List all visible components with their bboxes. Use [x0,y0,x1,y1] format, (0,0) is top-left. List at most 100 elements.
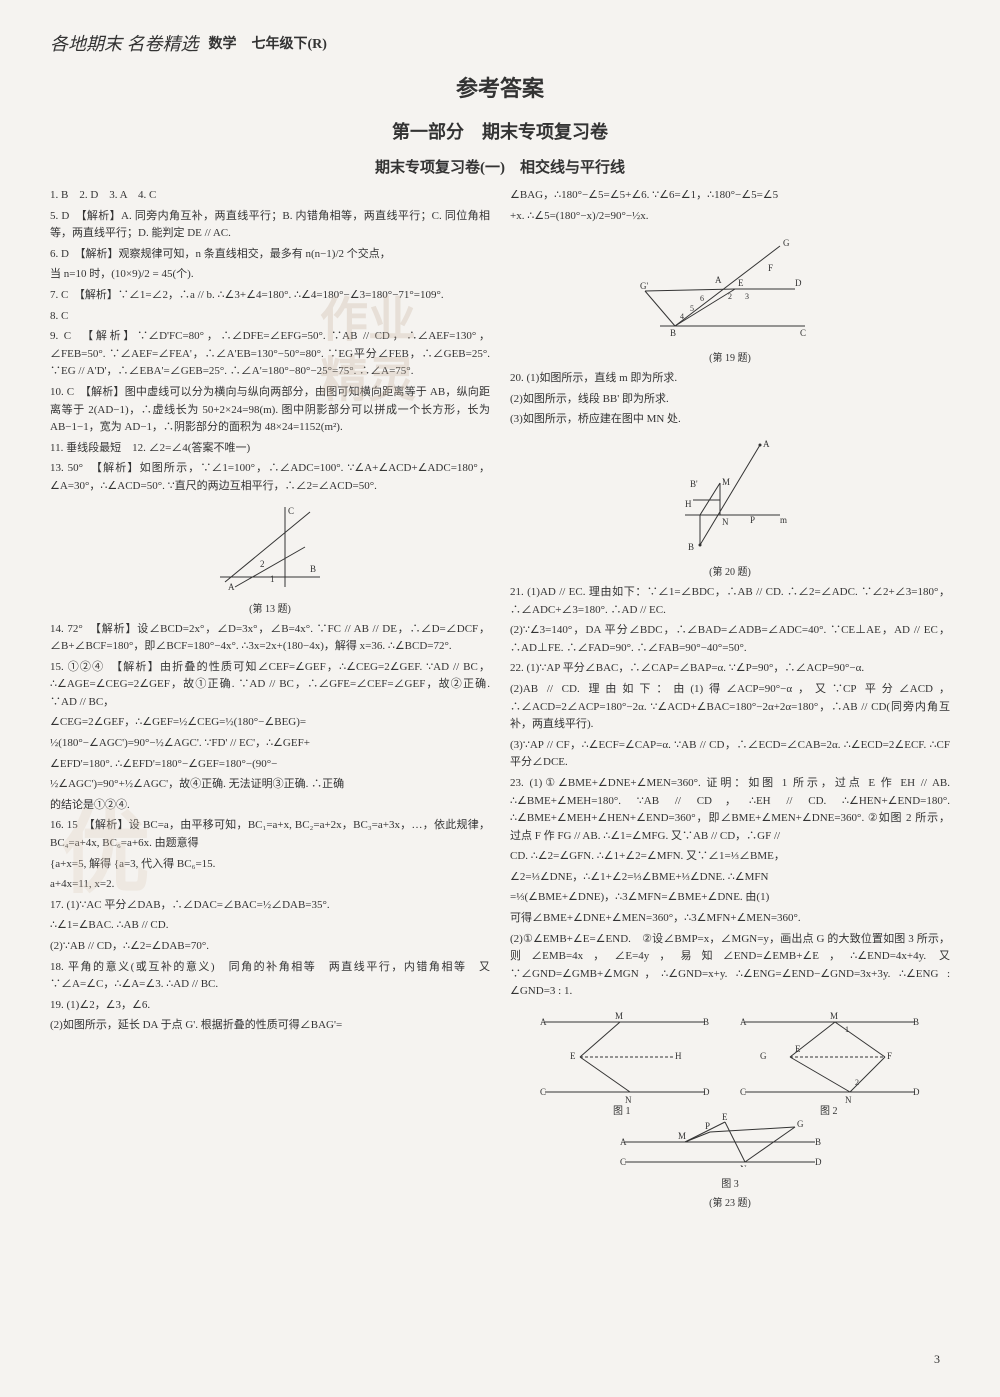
svg-text:B: B [310,564,316,574]
figure-20: A B M N B' H P m (第 20 题) [510,435,950,578]
svg-text:N: N [625,1095,632,1105]
content-columns: 1. B 2. D 3. A 4. C 5. D 【解析】A. 同旁内角互补，两… [50,187,950,1215]
answer-line: 19. (1)∠2，∠3，∠6. [50,997,490,1015]
section-title: 第一部分 期末专项复习卷 [50,118,950,144]
svg-text:3: 3 [745,292,749,301]
left-column: 1. B 2. D 3. A 4. C 5. D 【解析】A. 同旁内角互补，两… [50,187,490,1215]
answer-line: 当 n=10 时，(10×9)/2 = 45(个). [50,266,490,284]
answer-line: ∠BAG，∴180°−∠5=∠5+∠6. ∵∠6=∠1，∴180°−∠5=∠5 [510,187,950,205]
svg-text:N: N [722,517,729,527]
answer-line: ∠2=⅓∠DNE，∴∠1+∠2=⅓∠BME+⅓∠DNE. ∴∠MFN [510,869,950,887]
svg-text:C: C [740,1087,746,1097]
svg-text:C: C [620,1157,626,1167]
answer-line: 15. ①②④ 【解析】由折叠的性质可知∠CEF=∠GEF，∴∠CEG=2∠GE… [50,659,490,712]
main-title: 参考答案 [50,71,950,103]
svg-text:F: F [887,1051,892,1061]
figure-label: (第 19 题) [510,349,950,364]
svg-text:5: 5 [690,304,694,313]
svg-text:2: 2 [260,559,265,569]
svg-text:A: A [228,582,235,592]
svg-text:6: 6 [700,294,704,303]
svg-text:m: m [780,515,787,525]
svg-text:D: D [815,1157,822,1167]
answer-line: 14. 72° 【解析】设∠BCD=2x°，∠D=3x°，∠B=4x°. ∵FC… [50,621,490,656]
answer-line: 8. C [50,308,490,326]
svg-text:2: 2 [728,292,732,301]
svg-text:E: E [738,278,744,288]
answer-line: (2)如图所示，线段 BB' 即为所求. [510,391,950,409]
answer-line: (2)∵∠3=140°，DA 平分∠BDC，∴∠BAD=∠ADB=∠ADC=40… [510,622,950,657]
header-grade: 七年级下(R) [252,33,327,53]
answer-line: a+4x=11, x=2. [50,876,490,894]
svg-text:图 2: 图 2 [820,1105,838,1117]
answer-line: 18. 平角的意义(或互补的意义) 同角的补角相等 两直线平行，内错角相等 又∵… [50,959,490,994]
svg-text:A: A [715,275,722,285]
answer-line: 13. 50° 【解析】如图所示，∵∠1=100°，∴∠ADC=100°. ∵∠… [50,460,490,495]
answer-line: (2)如图所示，延长 DA 于点 G'. 根据折叠的性质可得∠BAG'= [50,1017,490,1035]
svg-text:B: B [688,542,694,552]
answer-line: ∠EFD'=180°. ∴∠EFD'=180°−∠GEF=180°−(90°− [50,756,490,774]
figure-label: (第 20 题) [510,563,950,578]
svg-text:B: B [913,1017,919,1027]
answer-line: (3)如图所示，桥应建在图中 MN 处. [510,411,950,429]
svg-text:M: M [830,1011,838,1021]
svg-text:G': G' [640,281,648,291]
answer-line: 21. (1)AD // EC. 理由如下：∵∠1=∠BDC，∴AB // CD… [510,584,950,619]
svg-text:D: D [913,1087,920,1097]
svg-text:C: C [800,328,806,338]
svg-text:D: D [795,278,802,288]
svg-text:M: M [678,1131,686,1141]
answer-line: ∠CEG=2∠GEF，∴∠GEF=½∠CEG=½(180°−∠BEG)= [50,714,490,732]
answer-line: (2)AB // CD. 理由如下：由(1)得∠ACP=90°−α，又∵CP 平… [510,681,950,734]
svg-text:4: 4 [680,312,684,321]
page-header: 各地期末 名卷精选 数学 七年级下(R) [50,30,950,56]
answer-line: 5. D 【解析】A. 同旁内角互补，两直线平行；B. 内错角相等，两直线平行；… [50,208,490,243]
svg-text:C: C [540,1087,546,1097]
answer-line: 16. 15 【解析】设 BC=a，由平移可知，BC₁=a+x, BC₂=a+2… [50,817,490,852]
answer-line: (2)∵AB // CD，∴∠2=∠DAB=70°. [50,938,490,956]
sub-title: 期末专项复习卷(一) 相交线与平行线 [50,156,950,177]
header-badge: 各地期末 名卷精选 [50,30,199,56]
figure-label: 图 3 [510,1175,950,1190]
figure-label: (第 13 题) [50,600,490,615]
answer-line: 可得∠BME+∠DNE+∠MEN=360°，∴3∠MFN+∠MEN=360°. [510,910,950,928]
figure-23-svg: A M B E H C N D 图 1 A M B G [535,1007,925,1167]
svg-text:图 1: 图 1 [613,1105,631,1117]
answer-line: ∴∠1=∠BAC. ∴AB // CD. [50,917,490,935]
answer-line: (2)①∠EMB+∠E=∠END. ②设∠BMP=x，∠MGN=y，画出点 G … [510,931,950,1001]
figure-13-svg: A C B 2 1 [210,502,330,592]
svg-text:E: E [795,1044,801,1054]
answer-line: 1. B 2. D 3. A 4. C [50,187,490,205]
answer-line: 6. D 【解析】观察规律可知，n 条直线相交，最多有 n(n−1)/2 个交点… [50,246,490,264]
answer-line: 10. C 【解析】图中虚线可以分为横向与纵向两部分，由图可知横向距离等于 AB… [50,384,490,437]
figure-20-svg: A B M N B' H P m [665,435,795,555]
svg-text:G: G [783,238,790,248]
svg-text:B: B [670,328,676,338]
svg-text:A: A [620,1137,627,1147]
page-number: 3 [934,1352,940,1367]
answer-line: 的结论是①②④. [50,797,490,815]
svg-text:G: G [760,1051,767,1061]
right-column: ∠BAG，∴180°−∠5=∠5+∠6. ∵∠6=∠1，∴180°−∠5=∠5 … [510,187,950,1215]
answer-line: 7. C 【解析】∵∠1=∠2，∴a // b. ∴∠3+∠4=180°. ∴∠… [50,287,490,305]
svg-text:M: M [722,477,730,487]
svg-text:D: D [703,1087,710,1097]
svg-text:C: C [288,506,294,516]
figure-19-svg: B C G G' A E D F 4 5 6 2 3 [640,231,820,341]
answer-line: 9. C 【解析】∵∠D'FC=80°，∴∠DFE=∠EFG=50°. ∵AB … [50,328,490,381]
svg-text:E: E [570,1051,576,1061]
svg-text:P: P [705,1121,710,1131]
figure-23: A M B E H C N D 图 1 A M B G [510,1007,950,1209]
answer-line: {a+x=5, 解得 {a=3, 代入得 BC₆=15. [50,856,490,874]
svg-text:B': B' [690,479,698,489]
answer-line: =⅓(∠BME+∠DNE)，∴3∠MFN=∠BME+∠DNE. 由(1) [510,889,950,907]
svg-text:1: 1 [270,574,275,584]
answer-line: 11. 垂线段最短 12. ∠2=∠4(答案不唯一) [50,440,490,458]
answer-line: (3)∵AP // CF，∴∠ECF=∠CAP=α. ∵AB // CD，∴∠E… [510,737,950,772]
svg-text:2: 2 [855,1078,859,1087]
svg-text:N: N [740,1164,747,1167]
header-subject: 数学 [209,33,237,53]
svg-text:F: F [768,263,773,273]
answer-line: +x. ∴∠5=(180°−x)/2=90°−½x. [510,208,950,226]
svg-text:G: G [797,1119,804,1129]
